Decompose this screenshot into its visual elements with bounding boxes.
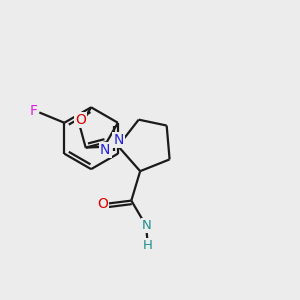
Text: N: N: [100, 143, 110, 157]
Text: N: N: [142, 219, 152, 232]
Text: O: O: [75, 113, 86, 127]
Text: H: H: [143, 239, 153, 252]
Text: O: O: [97, 196, 108, 211]
Text: F: F: [30, 104, 38, 118]
Text: N: N: [113, 133, 124, 147]
